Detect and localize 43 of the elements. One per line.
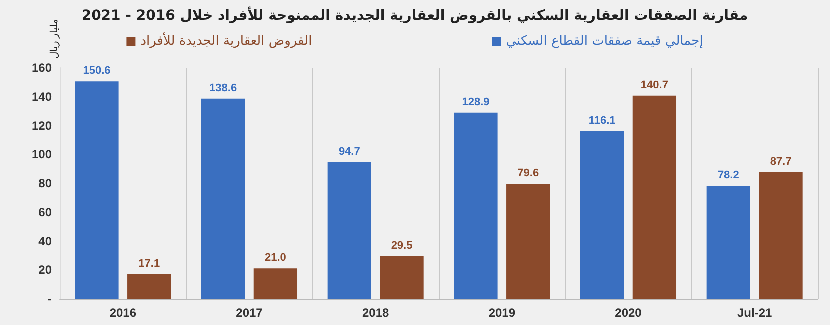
bar	[254, 268, 298, 299]
data-label: 94.7	[338, 146, 360, 158]
x-tick-label: 2016	[110, 306, 137, 320]
data-label: 116.1	[588, 114, 616, 127]
data-label: 138.6	[210, 82, 238, 94]
chart-title: مقارنة الصفقات العقارية السكني بالقروض العقارية الجديدة الممنوحة للأفراد خلال 2016 - 2021	[82, 6, 748, 24]
y-tick-label: 100	[32, 148, 52, 162]
data-label: 78.2	[718, 170, 740, 182]
bar	[580, 131, 624, 299]
bar	[506, 184, 550, 299]
bar	[328, 162, 372, 299]
bar	[380, 256, 424, 299]
y-tick-label: -	[48, 292, 52, 306]
y-tick-label: 80	[38, 176, 52, 190]
x-tick-label: Jul-21	[737, 306, 772, 320]
legend-label: إجمالي قيمة صفقات القطاع السكني	[506, 34, 704, 49]
data-label: 128.9	[462, 96, 490, 108]
legend-label: القروض العقارية الجديدة للأفراد	[140, 32, 312, 49]
y-axis-title: مليار ريال	[50, 19, 60, 60]
data-label: 17.1	[138, 258, 160, 270]
data-label: 21.0	[264, 252, 286, 264]
y-tick-label: 160	[32, 61, 52, 75]
bar	[75, 82, 119, 299]
y-tick-label: 60	[38, 205, 52, 220]
y-tick-label: 20	[38, 263, 52, 278]
data-label: 79.6	[518, 168, 540, 180]
bar	[706, 186, 750, 299]
bar	[128, 274, 172, 299]
data-label: 150.6	[83, 65, 111, 78]
y-tick-label: 140	[32, 90, 52, 104]
bar	[632, 96, 677, 299]
data-label: 140.7	[640, 79, 668, 92]
x-tick-label: 2020	[615, 306, 642, 320]
x-tick-label: 2017	[236, 306, 264, 320]
x-tick-label: 2019	[488, 306, 516, 320]
bar	[454, 112, 498, 299]
y-tick-label: 120	[32, 118, 52, 133]
bar	[759, 172, 803, 299]
data-label: 87.7	[770, 156, 792, 168]
data-label: 29.5	[391, 240, 413, 252]
y-tick-label: 40	[38, 234, 52, 248]
bar	[201, 98, 246, 299]
x-tick-label: 2018	[362, 306, 390, 320]
